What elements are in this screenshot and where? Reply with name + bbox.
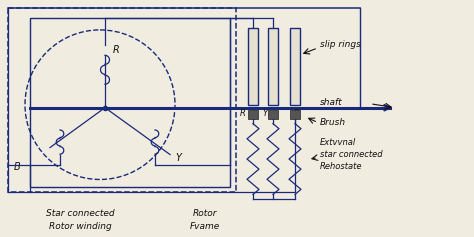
Text: R: R xyxy=(240,109,246,118)
Text: Star connected
Rotor winding: Star connected Rotor winding xyxy=(46,209,114,231)
Text: R: R xyxy=(113,45,120,55)
Bar xyxy=(8,8,236,192)
Text: shaft: shaft xyxy=(320,98,343,107)
Text: Brush: Brush xyxy=(320,118,346,127)
Text: Rotor
Fvame: Rotor Fvame xyxy=(190,209,220,231)
Bar xyxy=(290,110,300,119)
Text: Y: Y xyxy=(175,153,181,163)
Bar xyxy=(248,28,258,105)
Text: B: B xyxy=(14,163,21,173)
Bar xyxy=(290,28,300,105)
Text: B: B xyxy=(294,109,300,118)
Bar xyxy=(268,110,278,119)
Bar xyxy=(248,110,258,119)
Text: Extvvnal
star connected
Rehostate: Extvvnal star connected Rehostate xyxy=(320,138,383,171)
Bar xyxy=(268,28,278,105)
Text: Y: Y xyxy=(263,109,267,118)
Text: slip rings: slip rings xyxy=(320,40,361,49)
Bar xyxy=(30,18,230,187)
